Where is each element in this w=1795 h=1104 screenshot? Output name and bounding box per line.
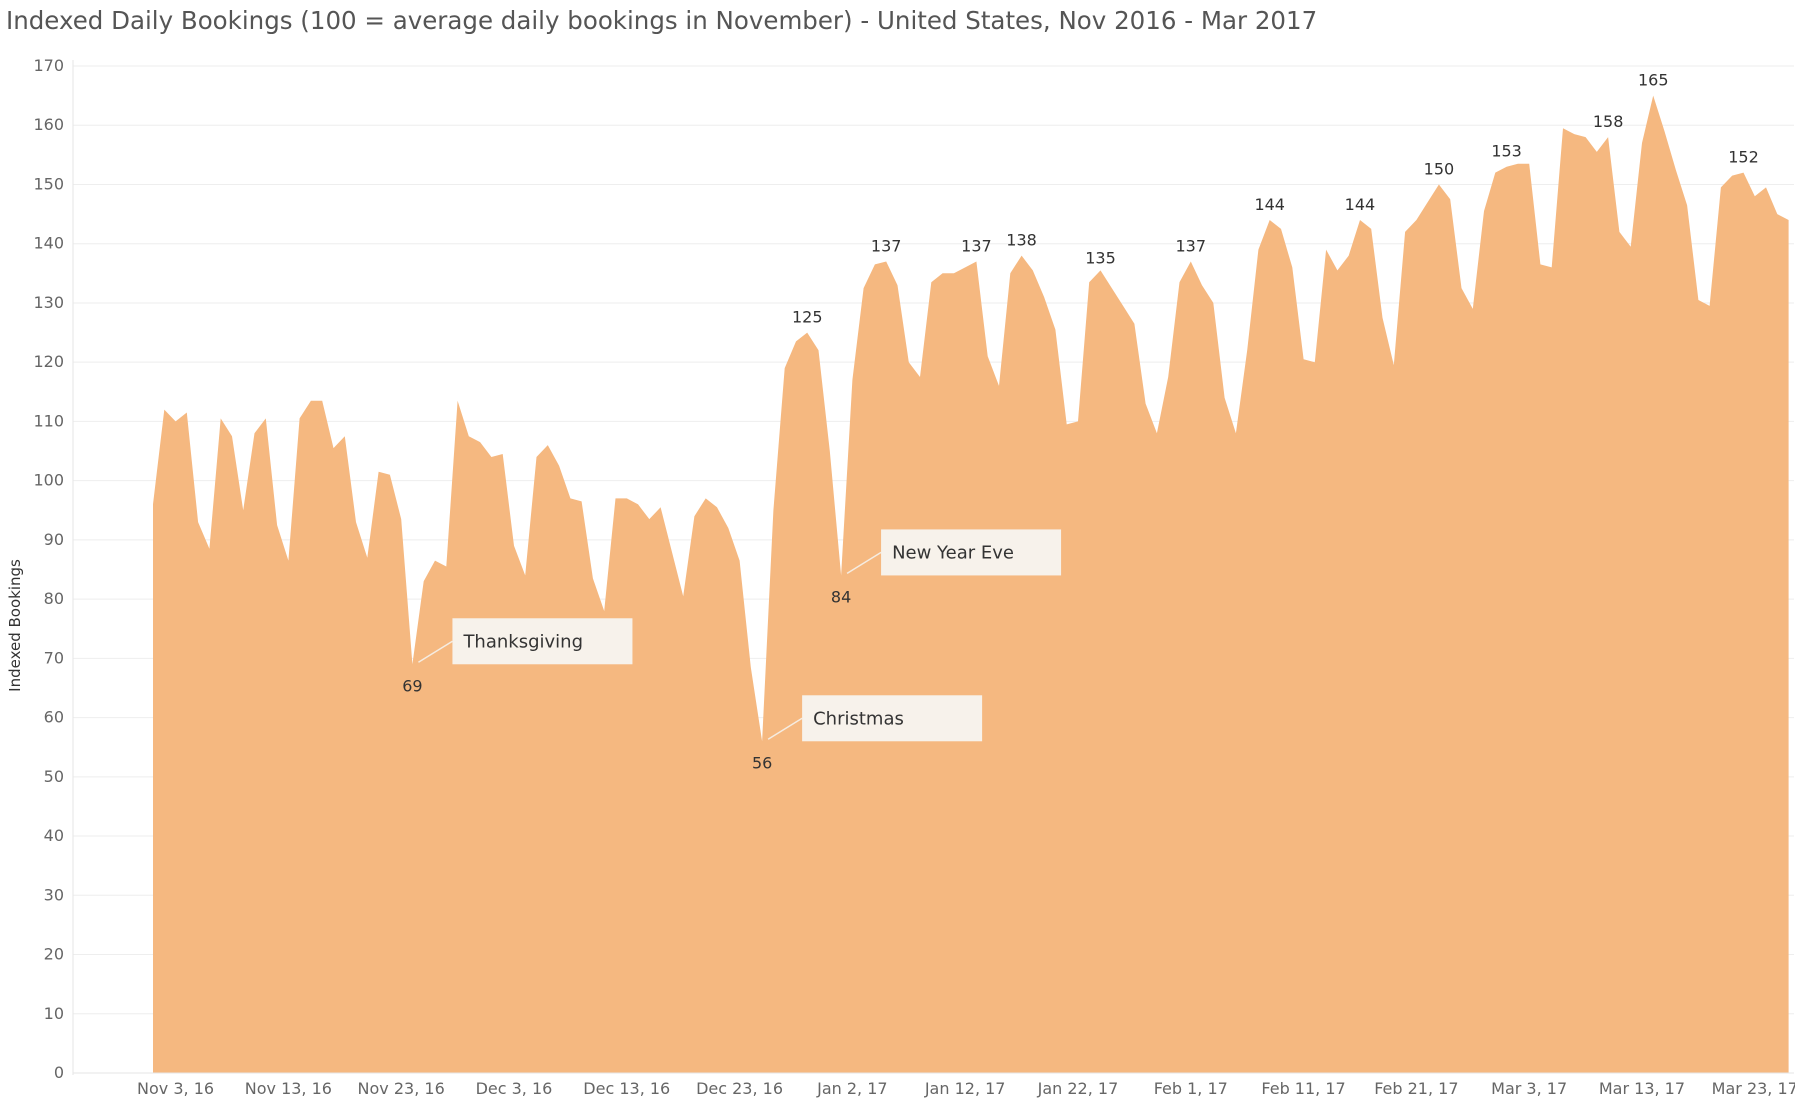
x-tick-label: Nov 3, 16 [137,1079,214,1098]
x-tick-label: Dec 3, 16 [476,1079,553,1098]
annotation-leader-line [418,640,453,663]
data-label: 153 [1491,142,1522,161]
y-tick-label: 160 [33,115,64,134]
annotation-box [802,695,983,742]
data-label: 125 [792,308,823,327]
x-tick-label: Nov 13, 16 [245,1079,332,1098]
x-tick-label: Mar 13, 17 [1599,1079,1685,1098]
data-label: 144 [1345,195,1376,214]
data-label: 137 [1175,236,1206,255]
x-tick-label: Dec 13, 16 [583,1079,670,1098]
y-tick-label: 170 [33,56,64,75]
x-tick-label: Jan 22, 17 [1037,1079,1119,1098]
y-tick-label: 80 [44,589,64,608]
y-tick-label: 20 [44,945,64,964]
data-label: 152 [1728,148,1759,167]
annotation-label: Christmas [813,708,904,729]
y-tick-label: 110 [33,411,64,430]
x-tick-label: Jan 12, 17 [924,1079,1006,1098]
data-label: 135 [1085,248,1116,267]
x-tick-label: Mar 3, 17 [1491,1079,1567,1098]
annotation-leader-line [846,551,882,575]
y-axis-title: Indexed Bookings [6,559,24,692]
chart-title: Indexed Daily Bookings (100 = average da… [6,6,1318,35]
data-label: 84 [831,587,851,606]
y-tick-label: 60 [44,708,64,727]
data-label: 150 [1424,159,1455,178]
y-tick-label: 30 [44,885,64,904]
y-tick-label: 40 [44,826,64,845]
data-label: 144 [1254,195,1285,214]
data-label: 69 [402,676,422,695]
annotation-leader-line [767,717,803,740]
y-tick-label: 10 [44,1004,64,1023]
y-tick-label: 70 [44,648,64,667]
y-tick-label: 100 [33,471,64,490]
x-tick-label: Mar 23, 17 [1712,1079,1795,1098]
area-series [153,95,1789,1074]
x-tick-label: Dec 23, 16 [696,1079,783,1098]
data-label: 165 [1638,71,1669,90]
y-tick-label: 130 [33,293,64,312]
annotation-label: New Year Eve [892,542,1014,563]
data-label: 158 [1593,112,1624,131]
y-tick-label: 150 [33,174,64,193]
annotation-label: Thanksgiving [462,631,583,652]
x-tick-label: Feb 1, 17 [1154,1079,1228,1098]
y-tick-label: 50 [44,767,64,786]
x-tick-label: Nov 23, 16 [358,1079,445,1098]
annotation-box [452,618,633,665]
data-label: 137 [961,236,992,255]
annotation-box [881,529,1062,576]
y-tick-label: 0 [54,1063,64,1082]
y-tick-label: 90 [44,530,64,549]
data-label: 137 [871,236,902,255]
x-tick-label: Feb 11, 17 [1261,1079,1345,1098]
y-tick-label: 120 [33,352,64,371]
data-label: 138 [1006,231,1037,250]
data-label: 56 [752,753,772,772]
y-tick-label: 140 [33,234,64,253]
x-tick-label: Jan 2, 17 [816,1079,887,1098]
x-tick-label: Feb 21, 17 [1374,1079,1458,1098]
